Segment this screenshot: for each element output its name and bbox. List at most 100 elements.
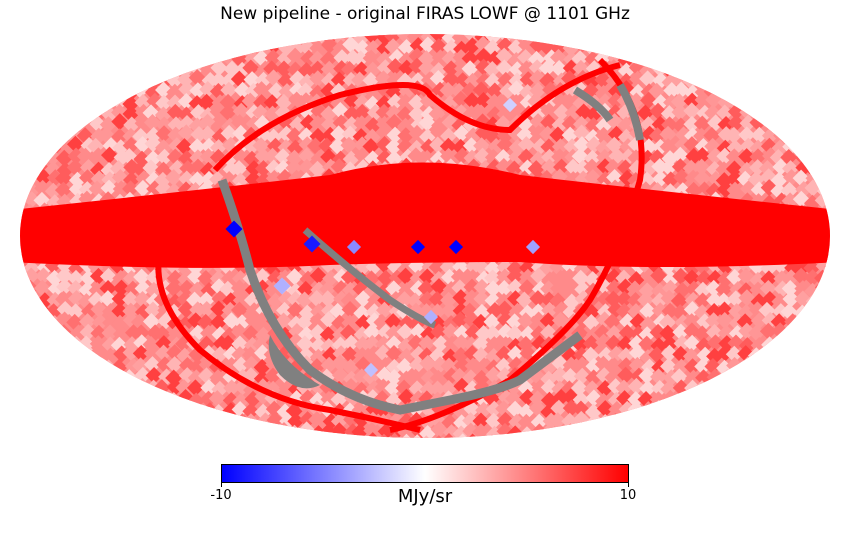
map-cell — [66, 346, 84, 364]
map-cell — [22, 40, 40, 58]
map-cell — [154, 60, 172, 78]
map-cell — [408, 94, 426, 112]
map-cell — [407, 334, 425, 352]
map-cell — [506, 400, 524, 418]
map-cell — [749, 34, 767, 44]
masked-stripe-inner — [302, 227, 437, 329]
map-cell — [188, 171, 206, 189]
map-cell — [276, 34, 294, 46]
map-cell — [300, 435, 318, 438]
map-cell — [221, 39, 239, 57]
map-cell — [803, 347, 821, 365]
map-cell — [683, 269, 701, 287]
map-cell — [66, 434, 84, 438]
map-cell — [67, 95, 84, 113]
map-cell — [717, 414, 735, 432]
map-cell — [77, 356, 95, 374]
map-cell — [762, 433, 780, 438]
map-cell — [694, 38, 712, 56]
map-cell — [264, 49, 282, 67]
map-cell — [255, 34, 273, 44]
map-cell — [684, 358, 702, 376]
map-cell — [78, 34, 96, 47]
map-cell — [717, 423, 735, 438]
map-cell — [286, 149, 304, 167]
map-cell — [518, 279, 536, 297]
map-cell — [199, 125, 217, 143]
map-cell — [439, 81, 457, 99]
map-cell — [726, 368, 744, 386]
map-cell — [617, 37, 635, 55]
map-cell — [749, 368, 767, 386]
map-cell — [286, 268, 304, 286]
map-cell — [79, 61, 97, 79]
map-cell — [683, 60, 701, 78]
map-cell — [791, 401, 809, 419]
map-cell — [87, 93, 105, 111]
map-cell — [363, 323, 381, 341]
map-cell — [177, 71, 195, 89]
map-cell — [552, 34, 570, 46]
map-cell — [737, 92, 754, 110]
map-cell — [803, 37, 821, 55]
map-cell — [230, 160, 248, 178]
map-cell — [824, 61, 830, 79]
map-cell — [815, 291, 830, 309]
map-cell — [101, 389, 119, 407]
map-cell — [496, 300, 514, 318]
map-cell — [749, 379, 767, 397]
map-cell — [684, 389, 702, 407]
map-cell — [67, 303, 85, 321]
map-cell — [44, 410, 62, 428]
map-cell — [397, 38, 415, 56]
map-cell — [629, 432, 647, 438]
map-cell — [80, 389, 98, 407]
map-cell — [297, 82, 315, 100]
map-cell — [200, 324, 218, 342]
map-cell — [802, 380, 820, 398]
map-cell — [792, 434, 810, 438]
map-cell — [167, 116, 185, 134]
map-cell — [828, 171, 830, 189]
map-cell — [781, 82, 799, 100]
map-cell — [66, 106, 84, 124]
map-cell — [33, 279, 51, 297]
map-cell — [605, 334, 623, 352]
map-cell — [175, 138, 193, 156]
map-cell — [230, 301, 248, 319]
map-cell — [146, 402, 164, 420]
map-cell — [99, 280, 117, 297]
map-cell — [549, 126, 567, 144]
map-cell — [749, 281, 767, 299]
map-cell — [23, 61, 41, 79]
map-cell — [594, 355, 612, 373]
map-cell — [561, 268, 579, 286]
map-cell — [814, 160, 830, 178]
map-cell — [155, 94, 173, 112]
map-cell — [738, 148, 756, 166]
map-cell — [617, 34, 635, 46]
map-cell — [769, 346, 787, 363]
map-cell — [134, 136, 152, 154]
map-cell — [825, 72, 830, 90]
map-cell — [707, 400, 725, 418]
map-cell — [780, 379, 798, 397]
map-cell — [718, 34, 736, 44]
map-cell — [705, 312, 723, 330]
map-cell — [813, 82, 830, 100]
map-cell — [685, 34, 702, 45]
map-cell — [79, 39, 97, 57]
map-cell — [188, 413, 206, 431]
map-cell — [223, 60, 241, 78]
map-cell — [825, 106, 830, 124]
map-cell — [36, 71, 54, 89]
map-cell — [740, 412, 758, 430]
map-cell — [718, 379, 736, 397]
map-cell — [243, 424, 261, 438]
map-cell — [605, 279, 623, 297]
map-cell — [110, 400, 128, 418]
map-cell — [608, 37, 626, 55]
map-cell — [551, 426, 569, 438]
map-cell — [20, 161, 30, 179]
map-cell — [705, 412, 723, 430]
